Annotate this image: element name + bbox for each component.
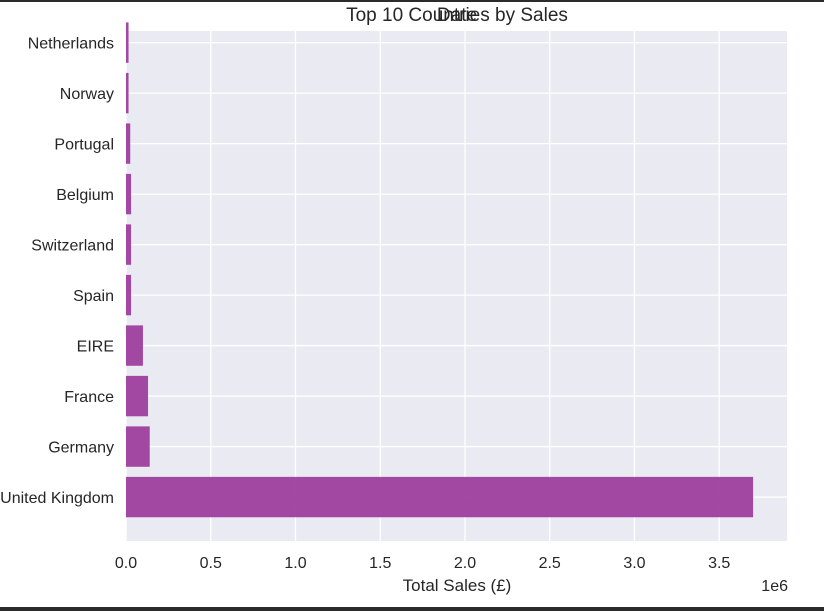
chart-title-overlay: Date xyxy=(437,5,477,26)
y-tick-label: Spain xyxy=(73,288,114,305)
x-tick-label: 1.5 xyxy=(369,555,391,572)
x-axis-label: Total Sales (£) xyxy=(403,576,512,595)
y-tick-label: EIRE xyxy=(77,339,114,356)
bar-belgium xyxy=(126,173,132,215)
x-tick-label: 3.5 xyxy=(708,555,730,572)
bar-united-kingdom xyxy=(126,476,754,518)
x-axis-offset-label: 1e6 xyxy=(761,578,788,595)
x-tick-labels: 0.0 0.5 1.0 1.5 2.0 2.5 3.0 3.5 xyxy=(115,555,731,572)
bars xyxy=(126,22,754,518)
x-tick-label: 2.5 xyxy=(539,555,561,572)
plot-area xyxy=(126,31,787,541)
y-tick-label: Belgium xyxy=(56,187,114,204)
window-top-border xyxy=(0,0,824,2)
y-tick-label: France xyxy=(64,389,114,406)
bar-spain xyxy=(126,274,132,316)
y-tick-label: Switzerland xyxy=(31,238,114,255)
x-tick-label: 3.0 xyxy=(623,555,645,572)
window-bottom-border xyxy=(0,607,824,611)
bar-eire xyxy=(126,325,143,366)
bar-norway xyxy=(126,72,129,114)
y-tick-labels: United Kingdom Germany France EIRE Spain Swit… xyxy=(0,36,114,507)
bar-germany xyxy=(126,426,150,467)
bar-netherlands xyxy=(126,22,129,63)
y-tick-label: Norway xyxy=(60,86,114,103)
x-tick-label: 0.0 xyxy=(115,555,137,572)
grid-lines xyxy=(125,31,787,541)
y-tick-label: Portugal xyxy=(54,137,114,154)
y-tick-label: Germany xyxy=(48,440,114,457)
chart-title: Top 10 Countries by Sales xyxy=(346,5,568,26)
x-tick-label: 1.0 xyxy=(284,555,306,572)
bar-portugal xyxy=(126,123,131,164)
x-tick-label: 2.0 xyxy=(454,555,476,572)
y-tick-label: United Kingdom xyxy=(0,490,114,507)
bar-france xyxy=(126,375,149,417)
y-tick-label: Netherlands xyxy=(28,36,114,53)
bar-switzerland xyxy=(126,224,132,265)
x-tick-label: 0.5 xyxy=(200,555,222,572)
